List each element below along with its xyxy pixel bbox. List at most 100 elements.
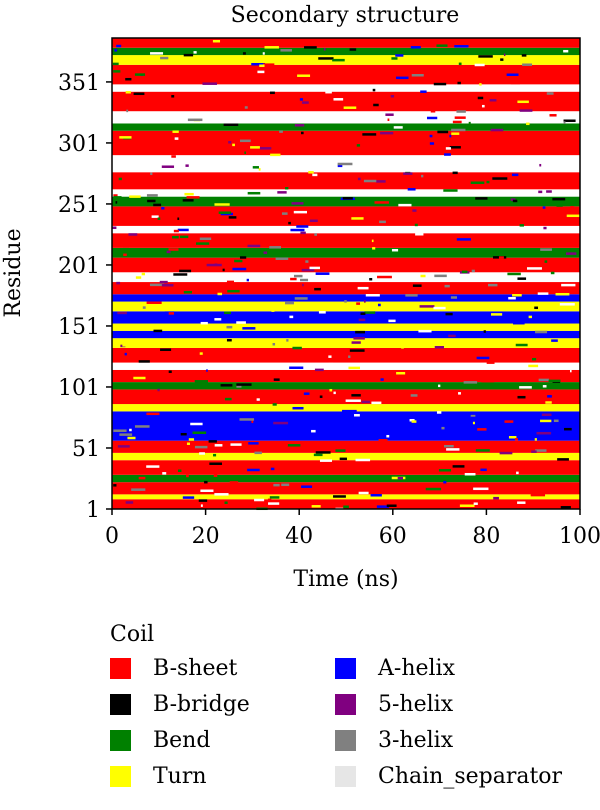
flicker-b-sheet — [238, 209, 247, 213]
flicker-b-bridge — [208, 440, 217, 443]
flicker-b-bridge — [304, 46, 317, 49]
flicker-bend — [183, 290, 192, 294]
flicker-turn — [172, 130, 179, 133]
flicker-a-helix — [177, 228, 189, 232]
flicker-coil — [312, 173, 318, 177]
flicker-turn — [496, 302, 505, 305]
flicker-b-bridge — [349, 349, 365, 352]
flicker-a-helix — [182, 496, 195, 499]
flicker-b-sheet — [452, 120, 462, 124]
band-a-helix — [112, 330, 580, 339]
flicker-coil — [200, 321, 208, 325]
flicker-3-helix — [411, 74, 424, 77]
flicker-bend — [550, 271, 555, 275]
flicker-bend — [152, 250, 164, 254]
flicker-3-helix — [273, 483, 280, 487]
flicker-b-bridge — [153, 329, 163, 333]
flicker-b-bridge — [492, 177, 508, 180]
band-b-sheet — [112, 347, 580, 363]
flicker-5-helix — [419, 305, 435, 308]
flicker-turn — [566, 214, 580, 218]
flicker-turn — [347, 58, 350, 61]
legend-label: A-helix — [378, 655, 455, 681]
flicker-coil — [214, 493, 229, 496]
legend-item-a-helix: A-helix — [335, 653, 590, 683]
flicker-coil — [174, 137, 179, 140]
flicker-b-sheet — [553, 462, 567, 466]
flicker-turn — [329, 388, 333, 392]
flicker-turn — [199, 352, 203, 355]
flicker-3-helix — [538, 378, 550, 382]
flicker-coil — [569, 369, 572, 373]
flicker-turn — [141, 272, 146, 276]
flicker-turn — [396, 371, 406, 375]
flicker-coil — [526, 267, 542, 270]
flicker-a-helix — [342, 409, 357, 413]
legend-title-coil: Coil — [110, 622, 155, 647]
flicker-5-helix — [161, 284, 174, 287]
flicker-b-bridge — [386, 504, 397, 507]
flicker-turn — [262, 454, 266, 458]
flicker-coil — [151, 215, 159, 218]
flicker-5-helix — [273, 421, 289, 425]
flicker-a-helix — [506, 73, 519, 76]
flicker-b-bridge — [433, 82, 447, 86]
flicker-5-helix — [566, 252, 577, 255]
flicker-bend — [166, 254, 179, 257]
flicker-b-bridge — [517, 277, 527, 280]
flicker-bend — [224, 501, 228, 504]
flicker-b-bridge — [228, 216, 237, 219]
flicker-coil — [418, 329, 432, 333]
flicker-a-helix — [337, 164, 343, 168]
band-b-sheet — [112, 460, 580, 475]
flicker-coil — [268, 502, 280, 505]
flicker-b-bridge — [373, 103, 379, 107]
band-coil — [112, 84, 580, 92]
flicker-b-sheet — [168, 248, 179, 251]
flicker-5-helix — [202, 82, 217, 85]
flicker-turn — [555, 292, 570, 296]
flicker-5-helix — [448, 334, 456, 338]
flicker-bend — [227, 289, 240, 293]
flicker-coil — [458, 392, 461, 395]
flicker-b-bridge — [147, 199, 156, 203]
flicker-3-helix — [279, 130, 283, 133]
flicker-5-helix — [128, 233, 138, 236]
flicker-coil — [438, 384, 441, 388]
band-turn — [112, 452, 580, 461]
flicker-turn — [270, 153, 281, 157]
flicker-turn — [250, 146, 260, 149]
plot-frame — [111, 37, 581, 510]
flicker-b-bridge — [342, 197, 353, 200]
flicker-b-sheet — [374, 201, 389, 204]
flicker-b-sheet — [541, 43, 550, 46]
flicker-5-helix — [125, 501, 134, 504]
flicker-turn — [479, 83, 482, 86]
legend-swatch — [110, 765, 131, 787]
legend-label: 3-helix — [378, 727, 454, 753]
flicker-coil — [433, 306, 446, 310]
y-tick-label: 101 — [58, 376, 100, 401]
flicker-turn — [459, 504, 475, 507]
flicker-bend — [179, 235, 189, 239]
flicker-bend — [113, 70, 121, 73]
flicker-b-bridge — [564, 427, 572, 431]
x-tick-label: 100 — [559, 524, 600, 549]
flicker-a-helix — [380, 378, 384, 381]
flicker-b-bridge — [315, 451, 331, 454]
flicker-3-helix — [488, 283, 498, 287]
flicker-coil — [517, 501, 526, 504]
band-turn — [112, 55, 580, 65]
flicker-coil — [200, 489, 214, 492]
band-a-helix — [112, 294, 580, 302]
flicker-5-helix — [166, 250, 171, 254]
flicker-coil — [193, 51, 197, 54]
band-bend — [112, 247, 580, 258]
band-b-sheet — [112, 482, 580, 495]
band-bend — [112, 47, 580, 56]
flicker-coil — [325, 90, 332, 94]
flicker-b-bridge — [351, 394, 361, 397]
flicker-a-helix — [370, 494, 382, 497]
flicker-b-bridge — [115, 201, 118, 204]
flicker-3-helix — [236, 385, 242, 388]
